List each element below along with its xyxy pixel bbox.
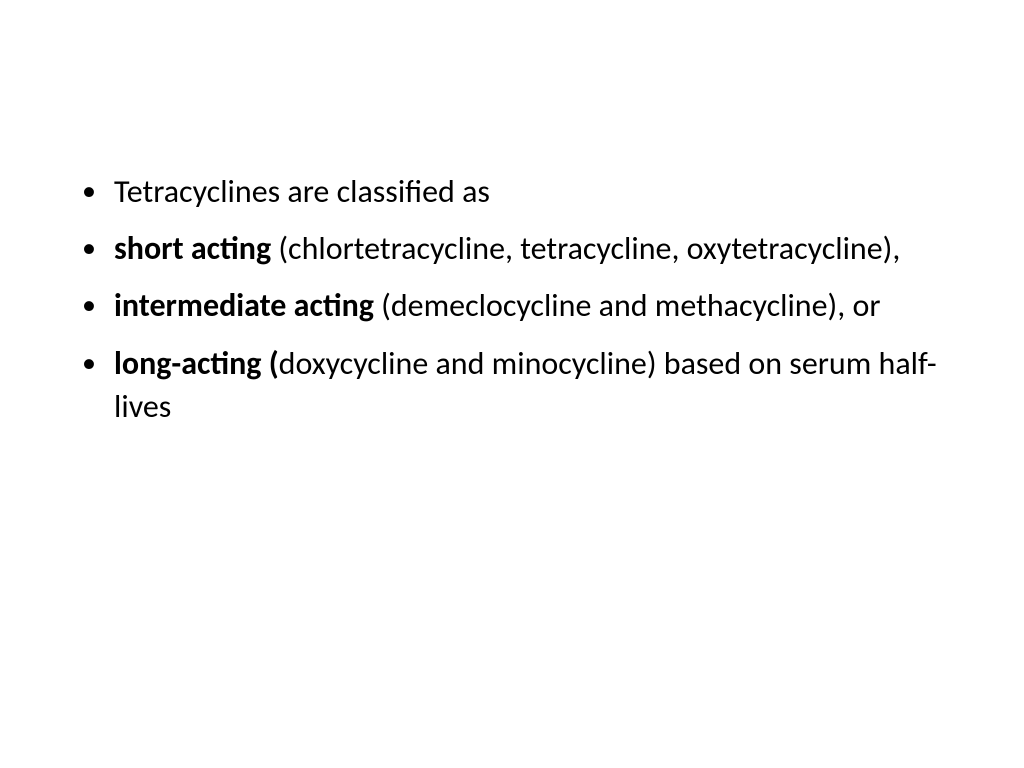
bullet-text: (chlortetracycline, tetracycline, oxytet… — [278, 229, 900, 268]
list-item: intermediate acting (demeclocycline and … — [110, 284, 954, 327]
list-item: long-acting (doxycycline and minocycline… — [110, 342, 954, 428]
bullet-text: (demeclocycline and methacycline), or — [381, 286, 880, 325]
bullet-text-bold: short acting — [114, 229, 278, 268]
bullet-list: Tetracyclines are classified as short ac… — [70, 170, 954, 428]
bullet-text-bold: long-acting ( — [114, 344, 279, 383]
bullet-text: Tetracyclines are classified as — [114, 172, 490, 211]
slide: Tetracyclines are classified as short ac… — [0, 0, 1024, 768]
list-item: short acting (chlortetracycline, tetracy… — [110, 227, 954, 270]
list-item: Tetracyclines are classified as — [110, 170, 954, 213]
bullet-text-bold: intermediate acting — [114, 286, 381, 325]
